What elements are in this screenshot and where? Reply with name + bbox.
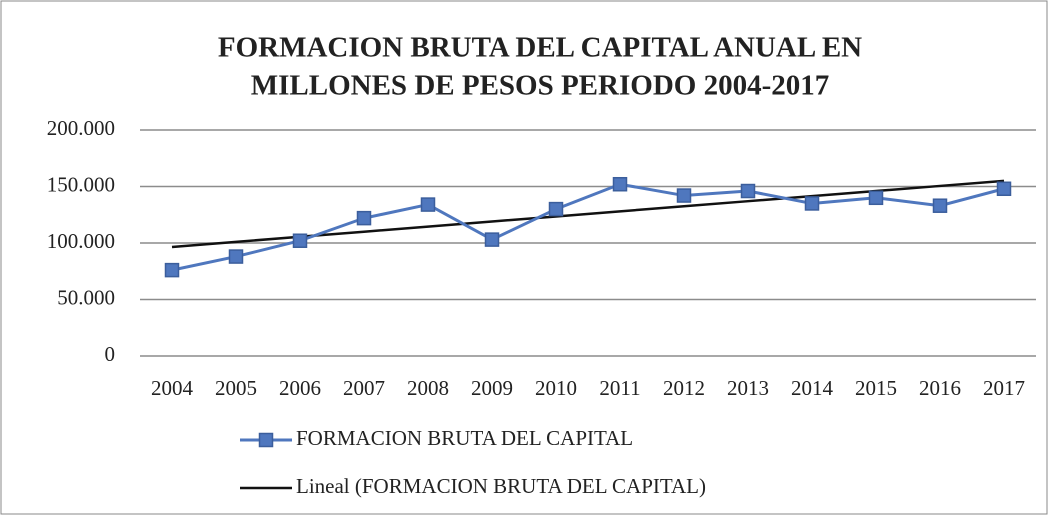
y-tick-label: 0 bbox=[105, 342, 116, 366]
data-marker bbox=[740, 183, 756, 199]
chart-title: FORMACION BRUTA DEL CAPITAL ANUAL EN bbox=[218, 32, 862, 64]
data-marker bbox=[932, 198, 948, 213]
x-tick-label: 2005 bbox=[215, 376, 257, 400]
x-tick-label: 2011 bbox=[599, 376, 640, 400]
y-tick-label: 200.000 bbox=[47, 116, 115, 140]
x-tick-label: 2007 bbox=[343, 376, 385, 400]
y-tick-label: 50.000 bbox=[57, 285, 115, 309]
data-line bbox=[171, 182, 1005, 272]
x-tick-label: 2009 bbox=[471, 376, 513, 400]
x-tick-label: 2016 bbox=[919, 376, 961, 400]
x-tick-label: 2015 bbox=[855, 376, 897, 400]
x-tick-label: 2012 bbox=[663, 376, 705, 400]
x-tick-label: 2013 bbox=[727, 376, 769, 400]
data-marker bbox=[612, 176, 628, 192]
data-marker bbox=[676, 188, 692, 203]
data-marker bbox=[484, 232, 500, 247]
data-marker bbox=[996, 181, 1012, 197]
x-tick-label: 2008 bbox=[407, 376, 449, 400]
x-tick-label: 2014 bbox=[791, 376, 834, 400]
x-tick-label: 2006 bbox=[279, 376, 321, 400]
x-tick-label: 2004 bbox=[151, 376, 194, 400]
y-tick-label: 100.000 bbox=[47, 229, 115, 253]
y-tick-label: 150.000 bbox=[47, 172, 115, 196]
data-marker bbox=[420, 197, 436, 212]
legend-label: FORMACION BRUTA DEL CAPITAL bbox=[296, 426, 633, 450]
data-marker bbox=[292, 233, 308, 248]
x-tick-label: 2010 bbox=[535, 376, 577, 400]
legend-marker bbox=[258, 432, 274, 448]
data-marker bbox=[228, 249, 244, 264]
x-tick-label: 2017 bbox=[983, 376, 1025, 400]
data-marker bbox=[868, 190, 884, 206]
data-marker bbox=[804, 196, 820, 211]
data-marker bbox=[164, 262, 180, 278]
legend-label: Lineal (FORMACION BRUTA DEL CAPITAL) bbox=[296, 474, 706, 498]
data-marker bbox=[548, 201, 564, 217]
data-marker bbox=[356, 210, 372, 226]
chart-title: MILLONES DE PESOS PERIODO 2004-2017 bbox=[251, 70, 829, 102]
